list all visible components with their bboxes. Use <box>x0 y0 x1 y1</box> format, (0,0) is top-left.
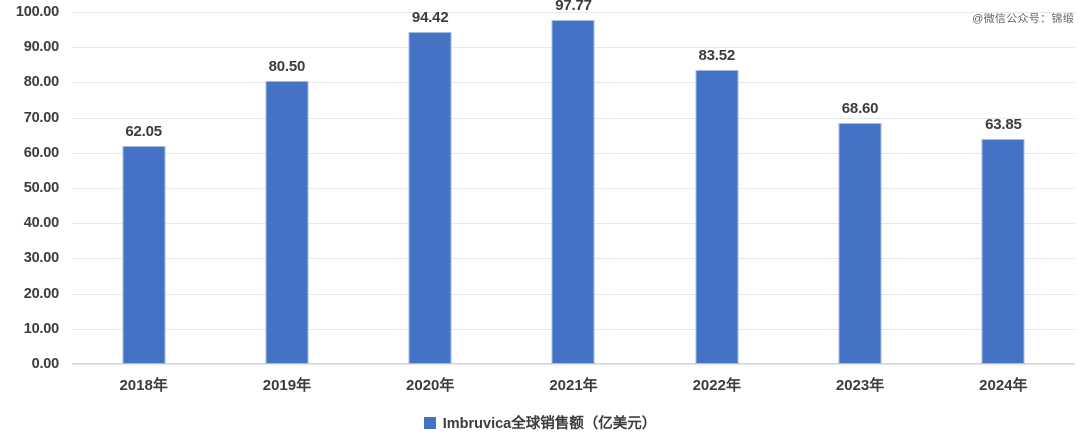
gridline <box>72 364 1075 365</box>
bar-value-label: 62.05 <box>125 122 162 140</box>
bar[interactable] <box>838 122 882 364</box>
gridline <box>72 12 1075 13</box>
bar-value-label: 83.52 <box>698 47 736 65</box>
y-axis-tick-label: 80.00 <box>23 74 59 91</box>
legend: Imbruvica全球销售额（亿美元） <box>0 412 1080 433</box>
y-axis-tick-label: 70.00 <box>23 109 59 126</box>
legend-label: Imbruvica全球销售额（亿美元） <box>442 416 657 432</box>
bar[interactable] <box>122 145 166 364</box>
bar-value-label: 94.42 <box>411 8 449 26</box>
y-axis-tick-label: 60.00 <box>23 144 59 161</box>
x-axis-tick-label: 2019年 <box>262 377 312 394</box>
x-axis-tick-label: 2023年 <box>835 377 885 394</box>
y-axis-tick-label: 30.00 <box>23 250 59 267</box>
bar[interactable] <box>408 31 452 364</box>
bar-slot: 83.52 <box>645 12 788 364</box>
bar[interactable] <box>551 19 595 364</box>
legend-square-icon <box>423 416 436 429</box>
x-axis-tick-label: 2024年 <box>979 377 1028 394</box>
y-axis: 0.00 10.00 20.00 30.00 40.00 50.00 60.00 70.00 8… <box>0 0 68 377</box>
x-axis: 2018年 2019年 2020年 2021年 2022年 2023年 2024年 <box>72 370 1075 404</box>
bar-value-label: 63.85 <box>985 116 1022 134</box>
y-axis-tick-label: 0.00 <box>31 356 60 372</box>
bar[interactable] <box>695 70 739 364</box>
watermark-text: @微信公众号：锦缎 <box>972 13 1074 25</box>
y-axis-tick-label: 40.00 <box>23 215 59 232</box>
plot-area: 62.05 80.50 94.42 97.77 83.52 68.60 63.85 <box>72 0 1075 365</box>
bar[interactable] <box>265 80 309 364</box>
y-axis-tick-label: 20.00 <box>23 285 59 302</box>
bar-slot: 94.42 <box>359 8 502 364</box>
bar-slot: 63.85 <box>932 12 1075 364</box>
bar-slot: 68.60 <box>788 12 931 364</box>
bar[interactable] <box>981 139 1025 364</box>
x-axis-tick-label: 2021年 <box>549 377 598 394</box>
bar-slot: 97.77 <box>502 0 645 364</box>
bar-value-label: 97.77 <box>555 0 592 14</box>
x-axis-tick-label: 2022年 <box>692 377 741 394</box>
x-axis-tick-label: 2018年 <box>119 377 168 394</box>
x-axis-tick-label: 2020年 <box>406 377 455 394</box>
y-axis-tick-label: 100.00 <box>15 4 59 20</box>
bar-value-label: 68.60 <box>841 99 879 117</box>
bar-slot: 62.05 <box>72 12 215 364</box>
y-axis-tick-label: 90.00 <box>23 39 59 56</box>
bar-slot: 80.50 <box>215 12 358 364</box>
bar-value-label: 80.50 <box>268 57 306 75</box>
y-axis-tick-label: 10.00 <box>23 320 59 337</box>
y-axis-tick-label: 50.00 <box>23 180 59 196</box>
